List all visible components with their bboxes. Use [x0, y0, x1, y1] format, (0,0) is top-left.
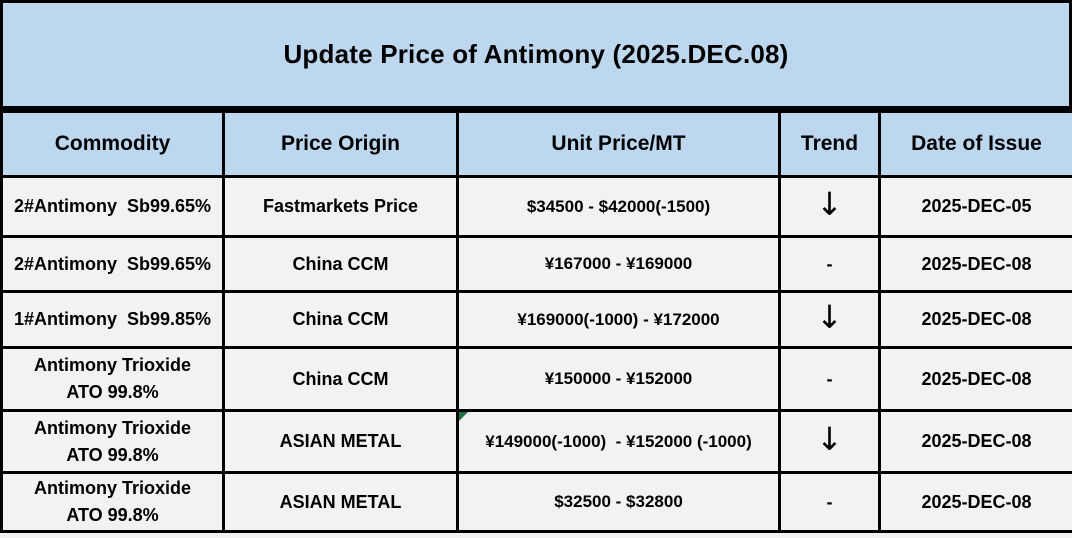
- unit-price-cell: $34500 - $42000(-1500): [456, 175, 781, 238]
- price-origin-cell: China CCM: [222, 290, 459, 349]
- price-origin-cell: China CCM: [222, 346, 459, 412]
- trend-value: ↓: [816, 420, 843, 458]
- trend-value: ↓: [816, 298, 843, 336]
- table-row: 1#Antimony Sb99.85% China CCM ¥169000(-1…: [0, 290, 1072, 349]
- table-row: 2#Antimony Sb99.65% Fastmarkets Price $3…: [0, 175, 1072, 238]
- trend-cell: ↓: [778, 290, 881, 349]
- commodity-cell: Antimony Trioxide ATO 99.8%: [0, 471, 225, 533]
- table-row: 2#Antimony Sb99.65% China CCM ¥167000 - …: [0, 235, 1072, 293]
- unit-price-cell: $32500 - $32800: [456, 471, 781, 533]
- unit-price-cell: ¥149000(-1000) - ¥152000 (-1000): [456, 409, 781, 474]
- col-header-price-origin: Price Origin: [222, 110, 459, 178]
- date-of-issue-cell: 2025-DEC-08: [878, 409, 1072, 474]
- col-header-commodity: Commodity: [0, 110, 225, 178]
- trend-value: -: [826, 491, 833, 512]
- date-of-issue-cell: 2025-DEC-05: [878, 175, 1072, 238]
- unit-price-cell: ¥169000(-1000) - ¥172000: [456, 290, 781, 349]
- table-row: Antimony Trioxide ATO 99.8% ASIAN METAL …: [0, 409, 1072, 474]
- col-header-unit-price: Unit Price/MT: [456, 110, 781, 178]
- date-of-issue-cell: 2025-DEC-08: [878, 471, 1072, 533]
- commodity-cell: 1#Antimony Sb99.85%: [0, 290, 225, 349]
- table-row: Antimony Trioxide ATO 99.8% China CCM ¥1…: [0, 346, 1072, 412]
- unit-price-cell: ¥167000 - ¥169000: [456, 235, 781, 293]
- col-header-trend: Trend: [778, 110, 881, 178]
- date-of-issue-cell: 2025-DEC-08: [878, 235, 1072, 293]
- date-of-issue-cell: 2025-DEC-08: [878, 290, 1072, 349]
- table-row: Antimony Trioxide ATO 99.8% ASIAN METAL …: [0, 471, 1072, 533]
- unit-price-value: ¥149000(-1000) - ¥152000 (-1000): [485, 431, 752, 451]
- commodity-cell: Antimony Trioxide ATO 99.8%: [0, 346, 225, 412]
- price-table: Commodity Price Origin Unit Price/MT Tre…: [0, 110, 1072, 533]
- date-of-issue-cell: 2025-DEC-08: [878, 346, 1072, 412]
- cell-corner-marker-icon: [459, 412, 468, 421]
- trend-value: -: [826, 253, 833, 274]
- price-origin-cell: China CCM: [222, 235, 459, 293]
- trend-value: ↓: [816, 185, 843, 223]
- price-origin-cell: ASIAN METAL: [222, 471, 459, 533]
- trend-cell: ↓: [778, 409, 881, 474]
- commodity-cell: Antimony Trioxide ATO 99.8%: [0, 409, 225, 474]
- commodity-cell: 2#Antimony Sb99.65%: [0, 175, 225, 238]
- price-origin-cell: ASIAN METAL: [222, 409, 459, 474]
- unit-price-cell: ¥150000 - ¥152000: [456, 346, 781, 412]
- trend-cell: -: [778, 346, 881, 412]
- header-row: Commodity Price Origin Unit Price/MT Tre…: [0, 110, 1072, 178]
- page-title: Update Price of Antimony (2025.DEC.08): [0, 0, 1072, 110]
- commodity-cell: 2#Antimony Sb99.65%: [0, 235, 225, 293]
- trend-cell: ↓: [778, 175, 881, 238]
- col-header-date-of-issue: Date of Issue: [878, 110, 1072, 178]
- trend-value: -: [826, 368, 833, 389]
- trend-cell: -: [778, 235, 881, 293]
- price-origin-cell: Fastmarkets Price: [222, 175, 459, 238]
- trend-cell: -: [778, 471, 881, 533]
